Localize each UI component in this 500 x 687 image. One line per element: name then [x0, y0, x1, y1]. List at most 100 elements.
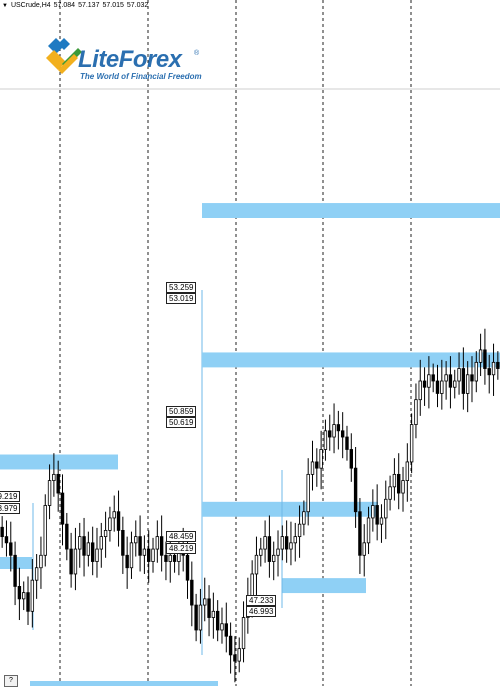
- candle-body: [69, 548, 73, 575]
- zone-3-bottom-label: 48.979: [0, 503, 21, 514]
- candle-body: [362, 542, 366, 556]
- candle-body: [440, 380, 444, 394]
- registered-mark: ®: [194, 50, 200, 57]
- logo-brand-forex: Forex: [118, 46, 182, 73]
- candle-body: [138, 536, 142, 556]
- candle-body: [435, 380, 440, 394]
- candle-body: [203, 598, 207, 606]
- candle-body: [26, 592, 30, 612]
- candle-body: [315, 461, 319, 469]
- candle-body: [190, 579, 194, 606]
- demand-supply-zone: [30, 681, 218, 686]
- candle-body: [60, 492, 65, 525]
- candle-body: [401, 480, 405, 494]
- candle-body: [159, 536, 164, 556]
- candle-body: [448, 374, 453, 388]
- candle-body: [487, 368, 491, 376]
- candle-body: [379, 517, 384, 525]
- candle-body: [427, 374, 431, 388]
- candle-body: [397, 473, 401, 494]
- candle-body: [237, 648, 241, 662]
- candle-body: [142, 548, 147, 556]
- candle-body: [409, 424, 414, 463]
- open-price: 57.084: [53, 2, 76, 9]
- candle-body: [470, 374, 474, 382]
- candle-body: [371, 505, 375, 519]
- candle-body: [302, 511, 306, 525]
- dropdown-arrow-icon[interactable]: ▼: [2, 2, 8, 9]
- candle-body: [207, 598, 211, 618]
- candle-body: [310, 461, 315, 475]
- candle-body: [151, 548, 155, 562]
- candle-body: [276, 548, 280, 556]
- candle-body: [461, 368, 466, 394]
- candle-body: [22, 592, 26, 600]
- candle-body: [340, 430, 345, 438]
- zone-5-top-label: 47.233: [246, 595, 277, 606]
- candle-body: [95, 548, 99, 562]
- candle-body: [431, 374, 435, 382]
- candle-body: [215, 610, 220, 631]
- candle-body: [418, 380, 422, 401]
- demand-supply-zone: [202, 352, 500, 368]
- zone-1-bottom-label: 53.019: [166, 293, 197, 304]
- close-price: 57.032: [126, 2, 149, 9]
- zone-5-bottom-label: 46.993: [246, 606, 277, 617]
- candle-body: [4, 536, 9, 544]
- candle-body: [457, 368, 461, 382]
- candle-body: [284, 536, 289, 550]
- candle-body: [297, 523, 302, 538]
- candle-body: [86, 542, 91, 556]
- zone-4-bottom-label: 48.219: [166, 543, 197, 554]
- candle-body: [280, 536, 285, 550]
- candle-body: [293, 536, 297, 544]
- candle-body: [185, 554, 190, 581]
- candle-body: [259, 548, 263, 556]
- candle-body: [9, 542, 13, 556]
- candle-body: [78, 536, 82, 550]
- candle-body: [336, 424, 341, 432]
- candle-body: [103, 529, 108, 538]
- candle-body: [254, 554, 259, 575]
- candle-body: [453, 380, 457, 388]
- zone-2-top-label: 50.859: [166, 406, 197, 417]
- candle-body: [366, 517, 371, 544]
- demand-supply-zone: [0, 454, 118, 470]
- liteforex-logo: LiteForex ® The World of Financial Freed…: [44, 34, 214, 84]
- candle-body: [147, 548, 151, 562]
- candle-body: [491, 361, 496, 376]
- symbol-label: USCrude,H4: [10, 2, 51, 9]
- candle-body: [211, 610, 216, 618]
- candle-body: [224, 623, 228, 637]
- help-button[interactable]: ?: [4, 675, 18, 687]
- candle-body: [375, 505, 379, 525]
- candle-body: [17, 586, 22, 600]
- candle-body: [43, 505, 47, 556]
- zone-2-bottom-label: 50.619: [166, 417, 197, 428]
- candle-body: [465, 374, 470, 394]
- candle-body: [198, 604, 203, 631]
- candle-body: [444, 374, 448, 382]
- candle-body: [345, 436, 349, 450]
- candle-body: [358, 511, 362, 556]
- demand-supply-zone: [202, 203, 500, 218]
- candle-body: [328, 430, 332, 438]
- candle-body: [405, 461, 410, 481]
- candle-body: [0, 526, 4, 538]
- candle-body: [90, 542, 95, 562]
- zone-1-top-label: 53.259: [166, 282, 197, 293]
- candle-body: [349, 449, 353, 469]
- candle-body: [99, 536, 103, 550]
- candle-body: [306, 473, 310, 513]
- chart-header: ▼ USCrude,H4 57.084 57.137 57.015 57.032: [2, 2, 148, 9]
- candle-body: [129, 542, 134, 569]
- candle-body: [34, 567, 39, 581]
- candle-body: [47, 480, 52, 506]
- candle-body: [220, 623, 224, 631]
- candle-body: [289, 542, 293, 550]
- candle-body: [392, 473, 397, 488]
- candle-body: [496, 361, 500, 369]
- candle-body: [108, 517, 112, 531]
